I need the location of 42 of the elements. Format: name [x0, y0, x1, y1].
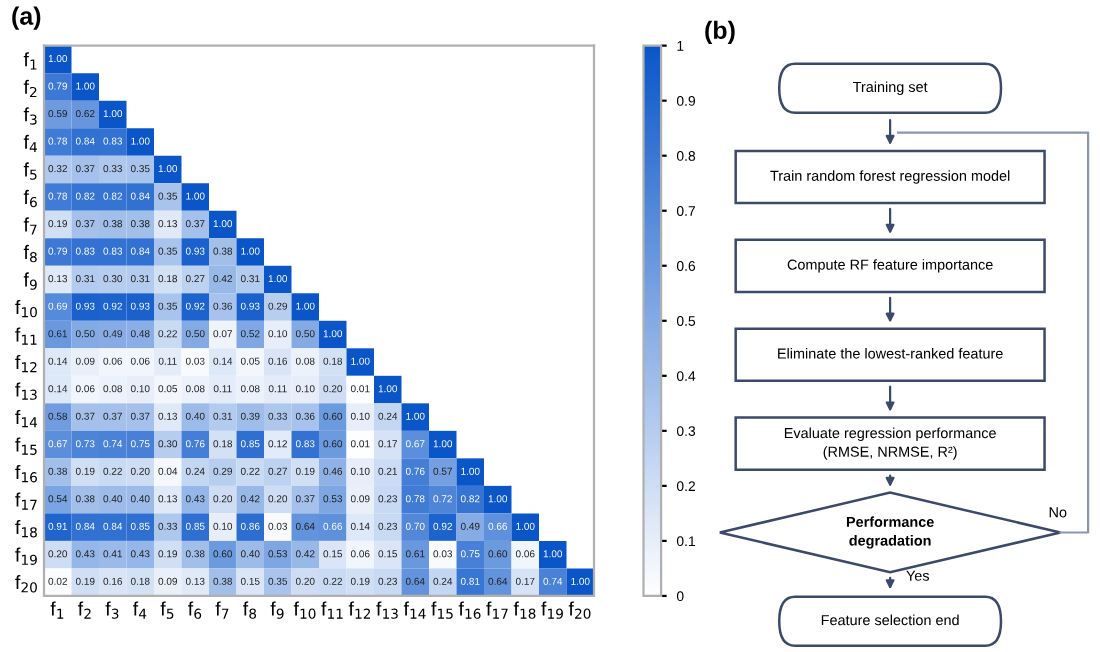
- x-tick-label: f$_{15}$: [431, 601, 453, 619]
- y-tick-label: f$_{14}$: [15, 409, 38, 428]
- y-tick-label: f$_{9}$: [23, 272, 37, 290]
- x-tick-label: f$_{1}$: [50, 601, 64, 619]
- y-tick-label: f$_{20}$: [15, 575, 37, 593]
- x-tick-label: f$_{7}$: [215, 601, 229, 619]
- x-tick-label: f$_{14}$: [403, 601, 426, 619]
- x-tick-label: f$_{12}$: [348, 601, 371, 619]
- y-tick-label: f$_{15}$: [15, 437, 37, 455]
- x-tick-label: f$_{2}$: [78, 601, 91, 619]
- x-tick-label: f$_{20}$: [568, 601, 591, 619]
- y-tick-label: f$_{11}$: [15, 327, 37, 345]
- x-tick-label: f$_{17}$: [486, 601, 508, 619]
- y-tick-label: f$_{18}$: [15, 519, 37, 538]
- chart-title: (a): [12, 6, 41, 30]
- y-tick-label: f$_{6}$: [23, 189, 37, 208]
- x-tick-label: f$_{4}$: [133, 601, 147, 619]
- x-tick-label: f$_{18}$: [513, 601, 536, 619]
- y-tick-label: f$_{1}$: [23, 52, 37, 70]
- y-tick-label: f$_{8}$: [23, 244, 37, 263]
- x-tick-label: f$_{10}$: [293, 601, 316, 619]
- y-tick-label: f$_{12}$: [15, 354, 37, 373]
- text: (b): [705, 20, 735, 45]
- y-tick-label: f$_{10}$: [15, 299, 37, 318]
- y-tick-label: f$_{7}$: [23, 217, 37, 235]
- y-tick-label: f$_{13}$: [15, 382, 37, 400]
- y-tick-label: f$_{17}$: [15, 492, 37, 510]
- y-tick-label: f$_{3}$: [23, 107, 37, 125]
- y-tick-label: f$_{2}$: [23, 79, 37, 98]
- x-tick-label: f$_{9}$: [270, 601, 284, 619]
- x-tick-label: f$_{5}$: [160, 601, 174, 619]
- y-tick-label: f$_{5}$: [23, 162, 37, 180]
- x-tick-label: f$_{11}$: [321, 601, 343, 619]
- x-tick-label: f$_{16}$: [458, 601, 481, 619]
- x-tick-label: f$_{6}$: [188, 601, 202, 619]
- y-tick-label: f$_{16}$: [15, 464, 37, 483]
- x-tick-label: f$_{3}$: [105, 601, 119, 619]
- x-tick-label: f$_{13}$: [376, 601, 398, 619]
- x-tick-label: f$_{19}$: [541, 601, 563, 619]
- x-tick-label: f$_{8}$: [243, 601, 257, 619]
- y-tick-label: f$_{4}$: [23, 134, 37, 153]
- y-tick-label: f$_{19}$: [15, 547, 37, 565]
